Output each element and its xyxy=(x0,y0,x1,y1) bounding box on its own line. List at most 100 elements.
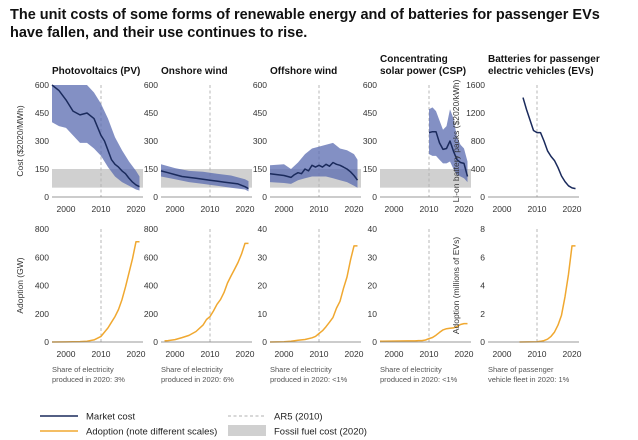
panel-footnote: produced in 2020: <1% xyxy=(270,375,348,384)
y-tick-label: 300 xyxy=(144,136,158,146)
y-tick-label: 6 xyxy=(480,252,485,262)
y-tick-label: 0 xyxy=(44,337,49,347)
y-tick-label: 40 xyxy=(368,224,378,234)
y-tick-label: 600 xyxy=(144,80,158,90)
y-tick-label: 300 xyxy=(253,136,267,146)
panel-footnote: produced in 2020: 3% xyxy=(52,375,125,384)
x-tick-label: 2000 xyxy=(385,349,404,359)
y-tick-label: 30 xyxy=(368,252,378,262)
panel-title: Offshore wind xyxy=(270,66,337,77)
y-tick-label: 400 xyxy=(471,164,485,174)
x-tick-label: 2000 xyxy=(275,204,294,214)
x-tick-label: 2010 xyxy=(310,349,329,359)
panel-footnote: vehicle fleet in 2020: 1% xyxy=(488,375,570,384)
y-tick-label: 600 xyxy=(253,80,267,90)
adoption-line xyxy=(164,242,249,342)
y-tick-label: 600 xyxy=(35,80,49,90)
market-cost-line xyxy=(428,130,469,177)
y-tick-label: 450 xyxy=(144,108,158,118)
y-axis-label: Cost ($2020/MWh) xyxy=(15,105,25,176)
y-tick-label: 450 xyxy=(363,108,377,118)
y-tick-label: 400 xyxy=(144,281,158,291)
fossil-fuel-band xyxy=(380,169,471,188)
y-tick-label: 200 xyxy=(35,309,49,319)
x-tick-label: 2010 xyxy=(201,204,220,214)
x-tick-label: 2010 xyxy=(310,204,329,214)
x-tick-label: 2010 xyxy=(201,349,220,359)
y-tick-label: 4 xyxy=(480,281,485,291)
x-tick-label: 2000 xyxy=(493,349,512,359)
panel-footnote: Share of electricity xyxy=(380,365,442,374)
panel-title: Batteries for passenger xyxy=(488,54,600,65)
y-tick-label: 600 xyxy=(144,252,158,262)
panel-0: 0 150 300 450 600 2000 2010 2020 Cost ($2020/MWh… xyxy=(15,66,146,214)
y-tick-label: 1200 xyxy=(466,108,485,118)
y-tick-label: 600 xyxy=(363,80,377,90)
figure-title: The unit costs of some forms of renewabl… xyxy=(10,7,600,41)
x-tick-label: 2020 xyxy=(127,204,146,214)
x-tick-label: 2010 xyxy=(420,204,439,214)
y-tick-label: 10 xyxy=(368,309,378,319)
cost-range-band xyxy=(161,164,249,192)
y-tick-label: 400 xyxy=(35,281,49,291)
y-tick-label: 150 xyxy=(35,164,49,174)
y-tick-label: 800 xyxy=(471,136,485,146)
x-tick-label: 2010 xyxy=(92,349,111,359)
panel-1: 0 150 300 450 600 2000 2010 2020 Onshore wind xyxy=(144,66,255,214)
x-tick-label: 2010 xyxy=(528,349,547,359)
y-tick-label: 300 xyxy=(35,136,49,146)
x-tick-label: 2000 xyxy=(275,349,294,359)
y-tick-label: 300 xyxy=(363,136,377,146)
x-tick-label: 2000 xyxy=(57,204,76,214)
x-tick-label: 2010 xyxy=(92,204,111,214)
y-tick-label: 20 xyxy=(368,281,378,291)
adoption-line xyxy=(269,245,358,343)
adoption-line xyxy=(51,240,140,343)
y-tick-label: 0 xyxy=(262,192,267,202)
y-tick-label: 200 xyxy=(144,309,158,319)
y-tick-label: 450 xyxy=(253,108,267,118)
x-tick-label: 2000 xyxy=(166,349,185,359)
market-cost-line xyxy=(160,170,249,190)
x-tick-label: 2020 xyxy=(345,204,364,214)
x-tick-label: 2020 xyxy=(236,204,255,214)
y-axis-label: Adoption (millions of EVs) xyxy=(451,237,461,334)
adoption-line xyxy=(519,245,576,343)
y-tick-label: 150 xyxy=(253,164,267,174)
y-tick-label: 600 xyxy=(35,252,49,262)
panel-footnote: Share of electricity xyxy=(270,365,332,374)
x-tick-label: 2000 xyxy=(385,204,404,214)
y-tick-label: 0 xyxy=(480,337,485,347)
panel-2: 0 150 300 450 600 2000 2010 2020 Offshore wind xyxy=(253,66,364,214)
y-tick-label: 150 xyxy=(144,164,158,174)
y-tick-label: 800 xyxy=(35,224,49,234)
y-tick-label: 30 xyxy=(258,252,268,262)
x-tick-label: 2000 xyxy=(166,204,185,214)
market-cost-line xyxy=(269,161,359,181)
y-tick-label: 0 xyxy=(153,192,158,202)
panel-7: 0 10 20 30 40 2000 2010 2020 Share of electricit… xyxy=(258,224,364,384)
x-tick-label: 2020 xyxy=(455,204,474,214)
adoption-line xyxy=(379,322,468,342)
panel-5: 0 200 400 600 800 2000 2010 2020 Adoption (GW) Sh… xyxy=(15,224,146,384)
panel-title: solar power (CSP) xyxy=(380,66,466,77)
x-tick-label: 2020 xyxy=(563,349,582,359)
panel-title: Concentrating xyxy=(380,54,448,65)
y-axis-label: Li-on battery packs ($2020/kWh) xyxy=(451,79,461,202)
y-tick-label: 800 xyxy=(144,224,158,234)
panel-footnote: Share of electricity xyxy=(161,365,223,374)
panel-title: Onshore wind xyxy=(161,66,228,77)
panel-9: 0 2 4 6 8 2000 2010 2020 Adoption (millions of E… xyxy=(451,224,582,384)
market-cost-line xyxy=(522,97,576,190)
panel-4: 0 400 800 1200 1600 2000 2010 2020 Li-on battery… xyxy=(451,54,600,214)
panel-title: electric vehicles (EVs) xyxy=(488,66,594,77)
panel-footnote: Share of passenger xyxy=(488,365,554,374)
market-cost-line xyxy=(51,84,140,188)
x-tick-label: 2020 xyxy=(563,204,582,214)
y-tick-label: 0 xyxy=(44,192,49,202)
x-tick-label: 2020 xyxy=(345,349,364,359)
y-tick-label: 40 xyxy=(258,224,268,234)
x-tick-label: 2000 xyxy=(57,349,76,359)
panel-footnote: produced in 2020: 6% xyxy=(161,375,234,384)
